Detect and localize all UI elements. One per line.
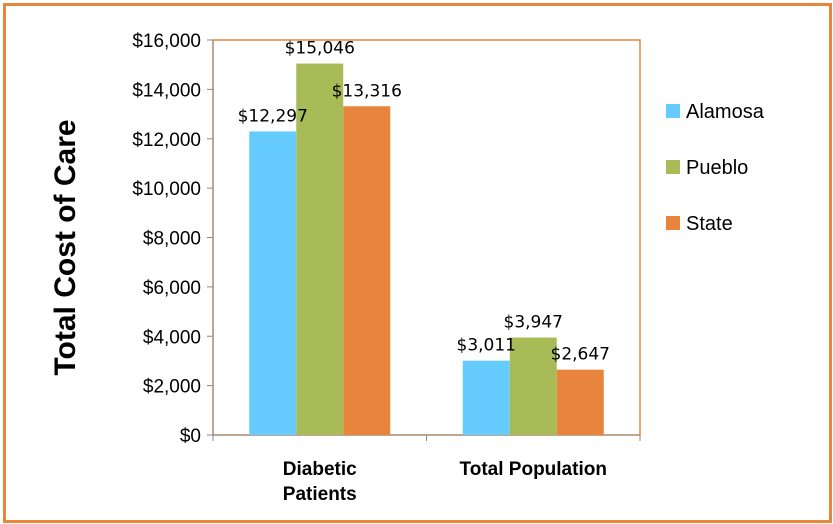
legend-label-pueblo: Pueblo bbox=[686, 157, 748, 179]
legend-swatch-alamosa bbox=[666, 104, 680, 118]
category-labels: Diabetic Patients Total Population bbox=[283, 459, 607, 505]
bar-pueblo bbox=[296, 63, 344, 435]
legend-swatch-state bbox=[666, 216, 680, 230]
y-tick-label: $8,000 bbox=[143, 229, 201, 250]
bar-pueblo bbox=[509, 337, 557, 435]
legend-label-state: State bbox=[686, 213, 733, 235]
data-label: $3,011 bbox=[457, 336, 516, 356]
bar-state bbox=[556, 369, 604, 435]
y-tick-label: $0 bbox=[180, 426, 201, 447]
x-category-label: Patients bbox=[283, 484, 357, 505]
data-labels: $12,297 $15,046 $13,316 $3,011 $3,947 $2,647 bbox=[238, 39, 610, 365]
y-axis-label: Total Cost of Care bbox=[49, 119, 82, 375]
y-tick-label: $10,000 bbox=[132, 179, 201, 200]
bar-alamosa bbox=[249, 131, 297, 435]
data-label: $13,316 bbox=[332, 81, 402, 101]
data-label: $15,046 bbox=[285, 39, 355, 59]
bar-alamosa bbox=[462, 360, 510, 435]
chart-frame bbox=[3, 3, 832, 523]
legend-swatch-pueblo bbox=[666, 160, 680, 174]
bars bbox=[249, 63, 604, 435]
y-tick-label: $16,000 bbox=[132, 31, 201, 52]
bar-state bbox=[343, 106, 391, 435]
y-tick-label: $12,000 bbox=[132, 130, 201, 151]
axes: $0 $2,000 $4,000 $6,000 $8,000 $10,000 $12,000… bbox=[132, 31, 641, 447]
y-tick-label: $4,000 bbox=[143, 327, 201, 348]
x-category-label: Diabetic bbox=[283, 459, 357, 480]
y-tick-label: $14,000 bbox=[132, 80, 201, 101]
y-tick-label: $6,000 bbox=[143, 278, 201, 299]
legend-label-alamosa: Alamosa bbox=[686, 101, 765, 123]
y-tick-label: $2,000 bbox=[143, 377, 201, 398]
data-label: $2,647 bbox=[551, 345, 610, 365]
x-category-label: Total Population bbox=[460, 459, 607, 480]
data-label: $3,947 bbox=[504, 313, 563, 333]
legend: Alamosa Pueblo State bbox=[666, 101, 765, 235]
data-label: $12,297 bbox=[238, 106, 308, 126]
